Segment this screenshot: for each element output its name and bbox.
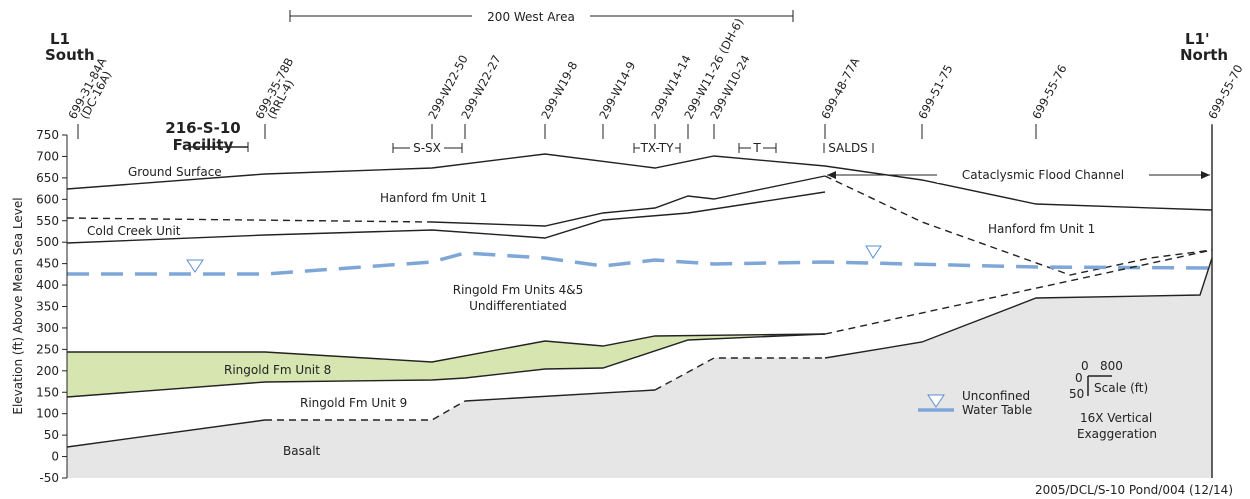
left-direction: South xyxy=(45,46,95,64)
scale-label: 800 xyxy=(1100,359,1123,373)
ringold8-top xyxy=(67,333,826,363)
unit-label: Cold Creek Unit xyxy=(87,224,181,238)
unit-label: Undifferentiated xyxy=(469,299,567,313)
unit-label: Hanford fm Unit 1 xyxy=(380,191,487,205)
well-name: 299-W19-8 xyxy=(538,59,580,121)
ringold8-fill xyxy=(67,334,825,397)
y-tick-label: 400 xyxy=(36,278,59,292)
scale-label: 0 xyxy=(1075,371,1083,385)
y-tick-label: 550 xyxy=(36,214,59,228)
zone-label: SALDS xyxy=(828,141,868,155)
water-table-symbol xyxy=(865,245,882,259)
left-label: L1 xyxy=(50,30,70,48)
zone-label: T xyxy=(752,141,761,155)
y-tick-label: 650 xyxy=(36,171,59,185)
facility: 216-S-10 xyxy=(165,119,240,137)
y-tick-label: 200 xyxy=(36,364,59,378)
arrow-head xyxy=(1201,171,1210,179)
y-tick-label: 300 xyxy=(36,321,59,335)
area-label: 200 West Area xyxy=(487,10,575,24)
footer: 2005/DCL/S-10 Pond/004 (12/14) xyxy=(1035,483,1233,497)
y-tick-label: 600 xyxy=(36,192,59,206)
y-tick-label: 450 xyxy=(36,257,59,271)
y-tick-label: 500 xyxy=(36,235,59,249)
cold-creek-top xyxy=(66,217,433,223)
ground-surface xyxy=(66,153,1213,211)
unit-label: Ringold Fm Unit 8 xyxy=(224,363,331,377)
channel-edge xyxy=(824,175,1213,276)
ringold8-base xyxy=(66,333,826,398)
y-tick-label: 100 xyxy=(36,407,59,421)
unit-label: Hanford fm Unit 1 xyxy=(988,222,1095,236)
unit-label: Basalt xyxy=(283,444,321,458)
well-labels: 699-31-84A(DC-16A) 699-35-78B(RRL-4) 299-W… xyxy=(65,16,1246,139)
legend-water-symbol xyxy=(927,394,945,408)
hanford-base xyxy=(431,175,826,227)
well-name: 699-55-76 xyxy=(1029,62,1069,121)
facility: Facility xyxy=(173,136,234,154)
water-table xyxy=(67,251,1213,276)
unit-label: Ringold Fm Unit 9 xyxy=(300,396,407,410)
well-name: 299-W14-9 xyxy=(596,59,638,121)
y-tick-label: 700 xyxy=(36,149,59,163)
unit-label: Ground Surface xyxy=(128,165,222,179)
channel-label: Cataclysmic Flood Channel xyxy=(962,168,1124,182)
zone-label: S-SX xyxy=(413,141,441,155)
right-direction: North xyxy=(1180,46,1228,64)
y-tick-label: 250 xyxy=(36,342,59,356)
zones: S-SX TX-TY T SALDS xyxy=(392,140,874,155)
legend-text: 16X Vertical xyxy=(1080,411,1152,425)
y-tick-label: 0 xyxy=(51,450,59,464)
well-name: 699-48-77A xyxy=(818,55,862,121)
water-table-symbol xyxy=(186,259,204,273)
scale-label: 50 xyxy=(1069,387,1084,401)
ringold45-base xyxy=(824,249,1213,335)
legend-text: Water Table xyxy=(962,403,1032,417)
well-name: 699-51-75 xyxy=(915,62,955,121)
arrow-head xyxy=(827,171,836,179)
basalt-fill xyxy=(67,258,1212,478)
y-tick-label: -50 xyxy=(39,471,59,485)
legend-text: Exaggeration xyxy=(1077,427,1157,441)
area-label-bg xyxy=(472,8,590,24)
y-axis-label: Elevation (ft) Above Mean Sea Level xyxy=(11,197,25,414)
basalt-top xyxy=(464,389,656,402)
legend-text: Unconfined xyxy=(962,389,1030,403)
y-ticks: 7507006506005505004504003503002502001501… xyxy=(36,128,67,485)
basalt-top xyxy=(824,257,1213,359)
scale-label: 0 xyxy=(1081,359,1089,373)
right-label: L1' xyxy=(1185,30,1210,48)
well-name: 699-55-70 xyxy=(1205,62,1245,121)
cold-creek-base xyxy=(66,191,826,244)
unit-label: Ringold Fm Units 4&5 xyxy=(453,283,584,297)
y-tick-label: 350 xyxy=(36,300,59,314)
basalt-top-inferred xyxy=(265,400,466,421)
y-tick-label: 750 xyxy=(36,128,59,142)
zone-label: TX-TY xyxy=(640,141,675,155)
y-tick-label: 150 xyxy=(36,385,59,399)
y-tick-label: 50 xyxy=(44,428,59,442)
basalt-top xyxy=(66,419,266,448)
channel-label-bg xyxy=(937,166,1149,183)
scale-title: Scale (ft) xyxy=(1094,381,1148,395)
